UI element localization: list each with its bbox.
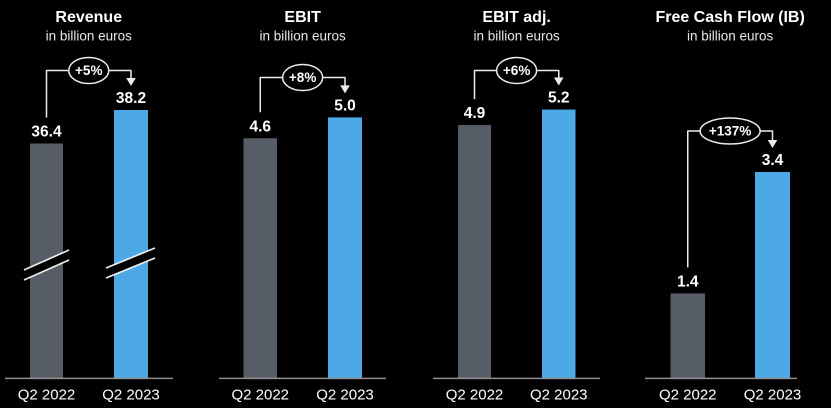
- value-q2-2022: 1.4: [677, 273, 699, 290]
- category-q2-2022: Q2 2022: [659, 387, 717, 404]
- value-q2-2023: 5.2: [548, 90, 570, 107]
- category-q2-2023: Q2 2023: [744, 387, 802, 404]
- bar-q2-2023: [755, 172, 790, 380]
- break-edge: [23, 259, 70, 281]
- bar-q2-2022: [243, 138, 277, 380]
- panel-title: EBIT: [284, 9, 321, 26]
- panel-ebit: +8% 4.6 5.0 Q2 2022 Q2 2023 EBIT in bill…: [219, 9, 386, 404]
- bar-q2-2022: [458, 125, 491, 380]
- change-badge: [699, 117, 761, 145]
- panel-title: EBIT adj.: [482, 9, 550, 26]
- change-badge: [281, 63, 324, 92]
- change-badge: [495, 56, 538, 85]
- category-q2-2022: Q2 2022: [446, 387, 504, 404]
- arrow-down-icon: [767, 140, 778, 149]
- panel-free-cash-flow: +137% 1.4 3.4 Q2 2022 Q2 2023 Free Cash …: [645, 9, 805, 404]
- break-edge: [23, 249, 70, 271]
- bar-q2-2023: [542, 109, 576, 380]
- panel-subtitle: in billion euros: [473, 29, 560, 44]
- arrow-down-icon: [340, 85, 350, 94]
- bar-q2-2023: [114, 110, 148, 380]
- category-q2-2023: Q2 2023: [316, 387, 374, 404]
- break-band: [21, 250, 72, 280]
- break-band: [104, 248, 157, 278]
- change-label: +5%: [75, 63, 102, 78]
- category-q2-2022: Q2 2022: [18, 387, 76, 404]
- value-q2-2023: 38.2: [116, 90, 146, 107]
- panel-subtitle: in billion euros: [687, 29, 774, 44]
- bar-q2-2022: [670, 293, 705, 380]
- panel-ebit-adj: +6% 4.9 5.2 Q2 2022 Q2 2023 EBIT adj. in…: [433, 9, 600, 404]
- panel-subtitle: in billion euros: [259, 29, 346, 44]
- category-q2-2023: Q2 2023: [530, 387, 588, 404]
- break-edge: [105, 247, 156, 269]
- bar-q2-2023: [328, 117, 362, 380]
- panel-title: Free Cash Flow (IB): [655, 9, 804, 26]
- value-q2-2022: 4.9: [464, 105, 486, 122]
- category-q2-2023: Q2 2023: [102, 387, 160, 404]
- change-badge: [68, 56, 110, 85]
- value-q2-2023: 5.0: [334, 97, 356, 114]
- change-label: +6%: [503, 63, 530, 78]
- change-label: +8%: [289, 70, 316, 85]
- arrow-down-icon: [126, 78, 136, 86]
- axis-break-marks: [21, 247, 157, 281]
- arrow-down-icon: [553, 77, 564, 86]
- panel-title: Revenue: [55, 9, 122, 26]
- category-q2-2022: Q2 2022: [231, 387, 289, 404]
- panel-subtitle: in billion euros: [46, 29, 133, 44]
- panel-revenue: +5% 36.4 38.2 Q2 2022 Q2 2023 Revenue in…: [5, 9, 173, 404]
- value-q2-2022: 36.4: [31, 124, 62, 141]
- value-q2-2023: 3.4: [762, 152, 784, 169]
- value-q2-2022: 4.6: [249, 118, 271, 135]
- break-edge: [105, 257, 156, 279]
- change-label: +137%: [709, 124, 751, 139]
